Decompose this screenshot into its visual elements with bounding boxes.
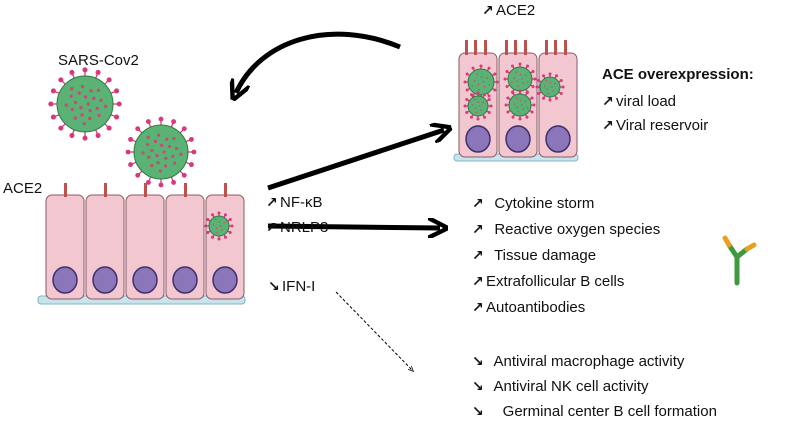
left-cell-3 <box>125 194 165 300</box>
ace2-left-label: ACE2 <box>3 180 43 197</box>
increased-effect-item: Autoantibodies <box>472 298 585 317</box>
arrow-to-ace-overexpression <box>267 130 444 191</box>
up-right-arrow-icon <box>472 194 486 212</box>
ace-overexpression-heading: ACE overexpression: <box>602 66 754 83</box>
virus-in-left-cell <box>204 211 234 241</box>
up-right-arrow-icon <box>482 1 496 19</box>
nfkb-line: NF-κB <box>266 193 323 212</box>
virus-large-2 <box>125 116 197 188</box>
ifn-line: IFN-I <box>268 277 315 296</box>
left-ace2-receptors <box>64 183 227 197</box>
arrow-to-inflammation <box>267 226 440 228</box>
dashed-arrow-to-suppression <box>335 291 413 371</box>
decreased-effect-item: Antiviral NK cell activity <box>472 377 649 396</box>
virus-large-1 <box>48 67 122 141</box>
down-right-arrow-icon <box>472 377 486 395</box>
viral-reservoir-line: Viral reservoir <box>602 116 708 135</box>
virus-right-4 <box>504 89 536 121</box>
up-right-arrow-icon <box>472 246 486 264</box>
increased-effect-item: Extrafollicular B cells <box>472 272 624 291</box>
ace2-top-label: ACE2 <box>482 1 535 20</box>
decreased-effect-item: Germinal center B cell formation <box>472 402 717 421</box>
antibody-icon <box>722 235 757 286</box>
up-right-arrow-icon <box>602 92 616 110</box>
down-right-arrow-icon <box>472 352 486 370</box>
up-right-arrow-icon <box>266 218 280 236</box>
curved-arrow-to-virus <box>236 31 401 93</box>
increased-effect-item: Reactive oxygen species <box>472 220 660 239</box>
up-right-arrow-icon <box>472 298 486 316</box>
up-right-arrow-icon <box>472 220 486 238</box>
viral-load-line: viral load <box>602 92 676 111</box>
left-cell-5 <box>205 194 245 300</box>
virus-right-5 <box>535 72 565 102</box>
right-cell-3 <box>538 52 578 158</box>
left-cell-1 <box>45 194 85 300</box>
left-cell-4 <box>165 194 205 300</box>
left-epithelium <box>37 183 246 305</box>
up-right-arrow-icon <box>472 272 486 290</box>
increased-effect-item: Tissue damage <box>472 246 596 265</box>
down-right-arrow-icon <box>472 402 486 420</box>
sars-cov2-label: SARS-Cov2 <box>58 52 139 69</box>
up-right-arrow-icon <box>602 116 616 134</box>
decreased-effect-item: Antiviral macrophage activity <box>472 352 685 371</box>
virus-right-2 <box>463 91 493 121</box>
up-right-arrow-icon <box>266 193 280 211</box>
down-right-arrow-icon <box>268 277 282 295</box>
nrlp3-line: NRLP3 <box>266 218 328 237</box>
right-ace2-receptors <box>465 40 567 55</box>
left-cell-2 <box>85 194 125 300</box>
increased-effect-item: Cytokine storm <box>472 194 594 213</box>
